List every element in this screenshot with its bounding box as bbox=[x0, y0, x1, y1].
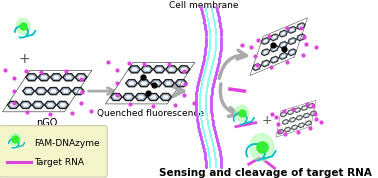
Text: Quenched fluorescence: Quenched fluorescence bbox=[97, 109, 204, 118]
Polygon shape bbox=[276, 100, 316, 137]
Circle shape bbox=[249, 134, 274, 161]
Text: Target RNA: Target RNA bbox=[34, 158, 84, 167]
Text: +: + bbox=[262, 114, 272, 127]
Circle shape bbox=[16, 19, 30, 35]
Polygon shape bbox=[105, 62, 195, 104]
Circle shape bbox=[235, 105, 249, 121]
Text: +: + bbox=[18, 53, 30, 66]
Text: nGO: nGO bbox=[37, 118, 58, 128]
Text: Cell membrane: Cell membrane bbox=[169, 1, 239, 10]
Polygon shape bbox=[3, 70, 92, 112]
Text: FAM-DNAzyme: FAM-DNAzyme bbox=[34, 139, 100, 148]
Polygon shape bbox=[250, 18, 308, 75]
FancyBboxPatch shape bbox=[0, 126, 107, 177]
Text: Sensing and cleavage of target RNA: Sensing and cleavage of target RNA bbox=[160, 168, 372, 178]
Circle shape bbox=[9, 133, 20, 145]
